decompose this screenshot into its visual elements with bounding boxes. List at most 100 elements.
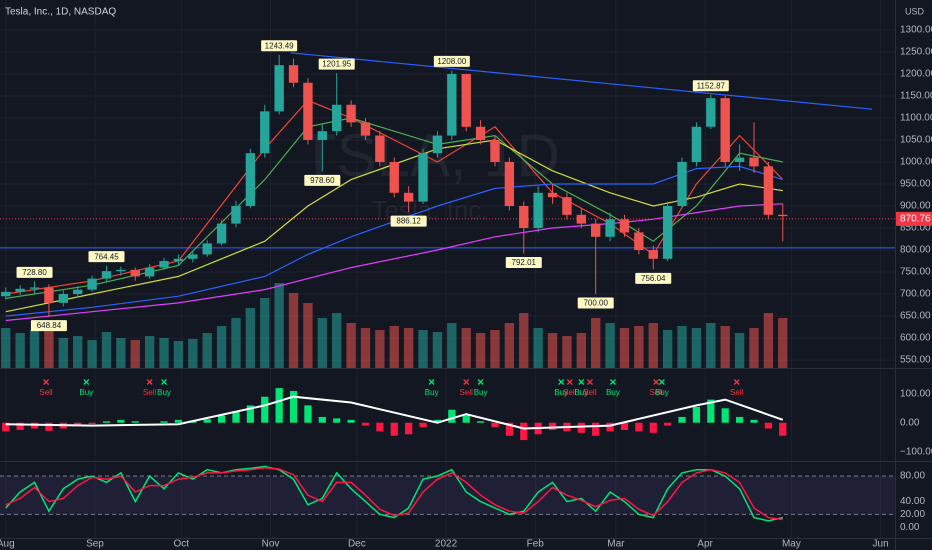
signal-label: Sell: [460, 388, 474, 397]
x-tick-label: Sep: [86, 539, 104, 550]
macd-histogram-bar: [520, 422, 528, 441]
candle-body: [303, 82, 313, 140]
annotation-box: [16, 266, 53, 278]
x-tick-label: Apr: [697, 539, 713, 550]
annotation-box: [505, 257, 542, 269]
candle-body: [504, 161, 515, 207]
annotation-label: 792.01: [512, 258, 537, 267]
volume-bar: [418, 330, 428, 368]
candle-body: [677, 161, 687, 207]
macd-histogram-bar: [548, 422, 557, 430]
macd-histogram-bar: [505, 422, 513, 436]
volume-bar: [216, 326, 227, 368]
candle-body: [202, 243, 212, 255]
candle-body: [490, 139, 500, 162]
macd-histogram-bar: [692, 406, 701, 423]
candle-body: [562, 197, 572, 215]
signal-label: Buy: [655, 388, 669, 397]
x-tick-label: Aug: [0, 539, 15, 550]
macd-histogram-bar: [390, 422, 398, 436]
trendline: [290, 52, 873, 110]
macd-histogram-bar: [448, 409, 456, 423]
y-tick-label: 40.00: [900, 496, 925, 507]
candle-body: [475, 126, 486, 140]
signal-label: Sell: [730, 388, 744, 397]
x-tick-label: Dec: [348, 539, 366, 550]
y-tick-label: 1150.00: [900, 91, 932, 102]
volume-bar: [44, 323, 54, 368]
moving-average: [5, 165, 783, 317]
y-tick-label: 600.00: [900, 333, 931, 344]
y-tick-label: −100.00: [900, 446, 932, 457]
annotation-label: 886.12: [396, 217, 421, 226]
macd-histogram-bar: [117, 419, 125, 423]
macd-histogram-bar: [246, 405, 254, 423]
macd-histogram-bar: [577, 422, 585, 433]
macd-histogram-bar: [102, 421, 111, 423]
symbol-title: Tesla, Inc., 1D, NASDAQ: [5, 7, 116, 18]
y-tick-label: 800.00: [900, 245, 931, 256]
candle-body: [260, 111, 270, 154]
macd-histogram-bar: [333, 418, 341, 423]
volume-bar: [634, 326, 644, 368]
candle-body: [749, 157, 759, 167]
annotation-box: [88, 251, 125, 263]
candle-body: [533, 192, 543, 229]
annotation-label: 756.04: [641, 274, 666, 283]
signal-label: Buy: [574, 388, 588, 397]
macd-histogram-bar: [45, 422, 53, 431]
signal-marker: [161, 379, 167, 385]
x-tick-label: Feb: [527, 539, 545, 550]
y-tick-label: 750.00: [900, 267, 931, 278]
macd-histogram-bar: [131, 421, 139, 423]
macd-histogram-bar: [779, 422, 787, 436]
volume-bar: [260, 298, 270, 368]
signal-label: Buy: [606, 388, 620, 397]
macd-histogram-bar: [635, 422, 643, 432]
candle-body: [317, 131, 327, 140]
y-tick-label: 850.00: [900, 223, 931, 234]
y-tick-label: 1250.00: [900, 47, 932, 58]
signal-marker: [733, 379, 740, 385]
candle-body: [605, 219, 615, 237]
volume-bar: [677, 326, 687, 368]
annotation-label: 728.80: [22, 268, 47, 277]
macd-histogram-bar: [318, 416, 326, 423]
macd-histogram-bar: [347, 419, 355, 423]
candle-body: [101, 271, 112, 279]
y-tick-label: 1100.00: [900, 113, 932, 124]
signal-label: Buy: [79, 388, 93, 397]
y-tick-label: 80.00: [900, 471, 925, 482]
x-tick-label: Oct: [174, 539, 190, 550]
candle-body: [87, 278, 97, 290]
macd-histogram-bar: [361, 422, 370, 426]
candle-body: [461, 73, 471, 127]
macd-histogram-bar: [203, 419, 211, 423]
volume-bar: [332, 313, 342, 368]
candle-body: [375, 135, 385, 162]
volume-bar: [691, 328, 702, 368]
signal-label: Sell: [563, 388, 577, 397]
candle-body: [1, 291, 11, 297]
volume-bar: [763, 313, 774, 368]
annotation-label: 700.00: [583, 299, 608, 308]
candle-body: [720, 98, 730, 162]
candle-body: [418, 153, 428, 202]
candle-body: [274, 65, 284, 112]
annotation-box: [30, 320, 67, 332]
macd-histogram-bar: [304, 405, 312, 423]
macd-histogram-bar: [649, 422, 657, 433]
volume-bar: [360, 328, 371, 368]
macd-histogram-bar: [376, 422, 384, 432]
candle-body: [706, 98, 716, 127]
candle-body: [691, 126, 702, 162]
moving-average: [5, 139, 783, 313]
volume-bar: [519, 313, 529, 368]
volume-bar: [461, 328, 471, 368]
volume-bar: [173, 341, 184, 368]
macd-histogram-bar: [606, 422, 614, 432]
y-tick-label: 650.00: [900, 311, 931, 322]
volume-bar: [432, 332, 443, 368]
annotation-box: [261, 40, 298, 52]
